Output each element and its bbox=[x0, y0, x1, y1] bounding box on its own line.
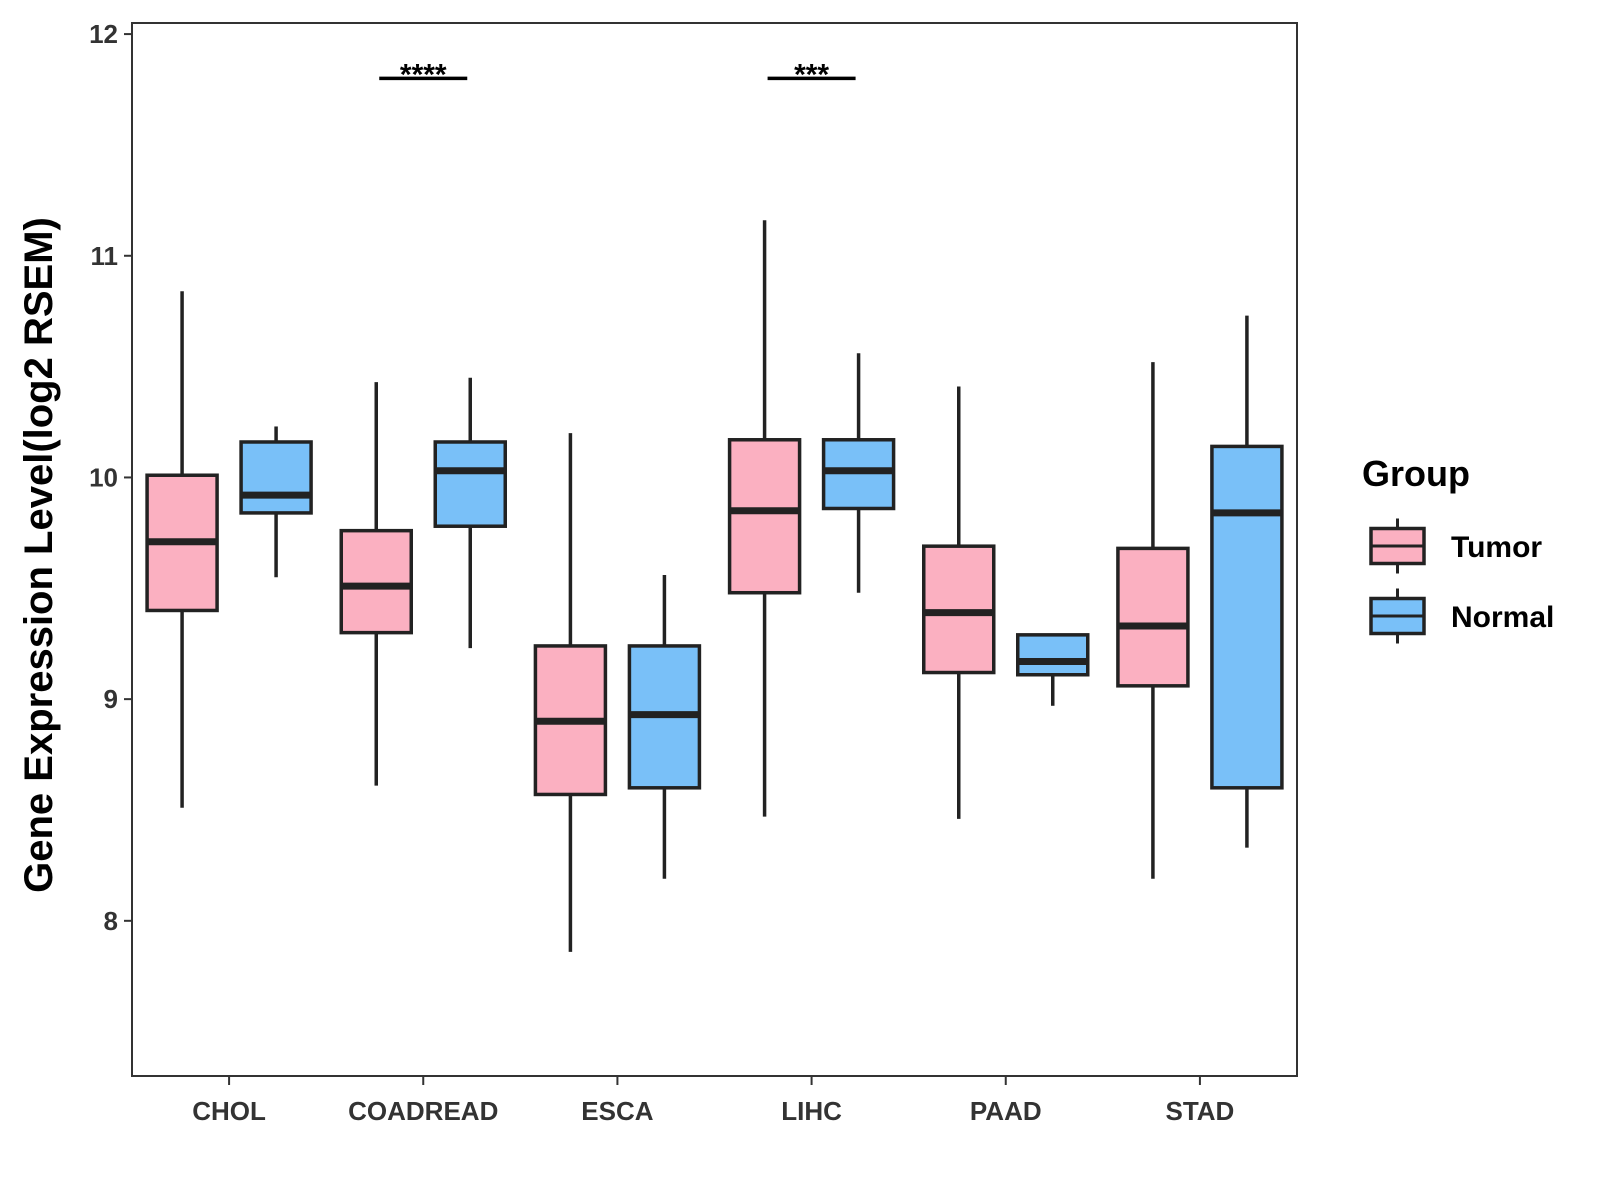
y-tick-label: 8 bbox=[104, 906, 118, 936]
y-axis-title: Gene Expression Level(log2 RSEM) bbox=[17, 217, 61, 893]
legend-item-tumor: Tumor bbox=[1369, 518, 1542, 574]
box-iqr bbox=[727, 438, 802, 595]
legend-title: Group bbox=[1362, 453, 1470, 494]
box-iqr bbox=[1016, 633, 1090, 677]
plot-panel-border bbox=[131, 22, 1298, 1077]
y-axis: 8 9 10 11 12 bbox=[89, 19, 132, 936]
x-tick-label: COADREAD bbox=[348, 1096, 498, 1126]
legend-label-tumor: Tumor bbox=[1451, 531, 1542, 564]
significance-annotations: **** *** bbox=[379, 58, 856, 91]
x-tick-label: STAD bbox=[1165, 1096, 1234, 1126]
x-tick-label: LIHC bbox=[781, 1096, 842, 1126]
normal-box-stad bbox=[1210, 315, 1284, 848]
y-tick-label: 9 bbox=[104, 684, 118, 714]
y-tick-label: 11 bbox=[91, 241, 119, 271]
normal-box-paad bbox=[1016, 633, 1090, 706]
significance-coadread: **** bbox=[379, 58, 468, 91]
legend: Group Tumor Normal bbox=[1362, 453, 1554, 644]
box-iqr bbox=[1116, 546, 1190, 688]
box-iqr bbox=[339, 528, 413, 635]
legend-key-normal bbox=[1369, 588, 1426, 644]
y-tick-label: 12 bbox=[89, 19, 118, 49]
plot-frame bbox=[131, 22, 1298, 1077]
tumor-box-coadread bbox=[339, 382, 413, 786]
legend-item-normal: Normal bbox=[1369, 588, 1554, 644]
tumor-box-paad bbox=[922, 386, 996, 819]
box-iqr bbox=[239, 440, 313, 515]
x-tick-label: CHOL bbox=[192, 1096, 266, 1126]
legend-key-tumor bbox=[1369, 518, 1426, 574]
x-axis: CHOL COADREAD ESCA LIHC PAAD STAD bbox=[192, 1076, 1234, 1126]
legend-label-normal: Normal bbox=[1451, 601, 1554, 634]
tumor-box-chol bbox=[145, 291, 219, 808]
y-tick-label: 10 bbox=[89, 462, 118, 492]
box-iqr bbox=[433, 440, 507, 528]
significance-label: *** bbox=[794, 58, 829, 91]
tumor-box-lihc bbox=[727, 220, 802, 817]
x-tick-label: PAAD bbox=[970, 1096, 1042, 1126]
tumor-box-esca bbox=[533, 433, 608, 952]
tumor-box-stad bbox=[1116, 362, 1190, 879]
x-tick-label: ESCA bbox=[581, 1096, 653, 1126]
significance-lihc: *** bbox=[767, 58, 856, 91]
box-series bbox=[145, 220, 1284, 952]
normal-box-lihc bbox=[821, 353, 896, 593]
significance-label: **** bbox=[400, 58, 447, 91]
box-iqr bbox=[1210, 444, 1284, 790]
normal-box-esca bbox=[627, 574, 702, 879]
normal-box-coadread bbox=[433, 377, 507, 649]
normal-box-chol bbox=[239, 426, 313, 578]
